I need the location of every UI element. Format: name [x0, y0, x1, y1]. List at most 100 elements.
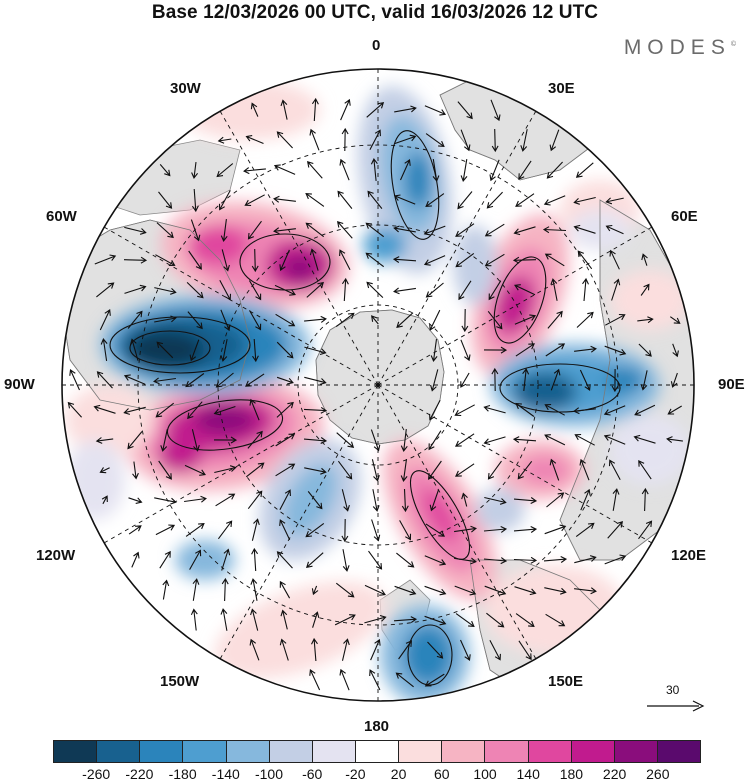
wind-vector — [611, 368, 619, 393]
wind-vector — [159, 550, 171, 569]
wind-vector — [638, 520, 653, 540]
wind-vector — [123, 256, 148, 264]
wind-vector — [279, 489, 291, 511]
wind-vector — [545, 343, 566, 357]
wind-vector — [424, 585, 447, 596]
wind-vector — [309, 128, 320, 151]
map-boundary — [61, 68, 695, 702]
wind-vector — [93, 404, 116, 414]
wind-vector — [311, 637, 318, 662]
wind-vector — [370, 158, 378, 181]
wind-vector — [400, 429, 408, 452]
wind-vector — [424, 555, 447, 566]
wind-vector — [311, 585, 319, 596]
wind-vector — [335, 582, 355, 598]
wind-vector — [640, 370, 648, 391]
wind-vector — [580, 488, 591, 511]
wind-vector — [306, 552, 324, 569]
wind-vector — [372, 489, 380, 512]
colorbar-segment — [399, 741, 443, 762]
label-30w: 30W — [170, 80, 201, 97]
wind-vector — [303, 437, 328, 444]
wind-vector — [311, 97, 319, 122]
wind-vector — [546, 492, 565, 508]
wind-vector — [280, 609, 288, 630]
wind-vector — [392, 256, 417, 263]
wind-vector — [306, 161, 323, 179]
wind-vector — [159, 164, 171, 177]
wind-vector — [101, 495, 108, 505]
wind-vector — [514, 314, 537, 325]
wind-vector — [370, 638, 381, 661]
wind-vector — [607, 521, 624, 539]
wind-vector — [483, 346, 508, 354]
wind-vector — [184, 464, 206, 476]
wind-vector — [424, 105, 447, 116]
graticule — [62, 69, 694, 701]
arrow-right-icon — [647, 700, 705, 712]
wind-vector — [638, 460, 652, 480]
wind-vector — [549, 129, 560, 152]
wind-vector — [245, 373, 265, 387]
wind-vector — [460, 339, 471, 362]
wind-vector — [425, 523, 445, 537]
wind-vector — [513, 226, 536, 236]
wind-vector — [156, 222, 174, 239]
wind-vector — [215, 372, 234, 388]
wind-vector — [127, 431, 143, 450]
wind-vector — [488, 280, 502, 301]
wind-vector — [99, 309, 111, 331]
wind-vector — [667, 405, 682, 415]
wind-vector — [366, 101, 385, 118]
wind-vector — [512, 436, 537, 443]
wind-vector — [543, 556, 568, 563]
wind-vector — [273, 164, 296, 175]
wind-vector — [249, 398, 260, 421]
wind-vector — [543, 195, 566, 206]
wind-vector — [455, 463, 475, 477]
colorbar-segment — [528, 741, 572, 762]
wind-vector — [544, 434, 566, 446]
wind-vector — [460, 159, 468, 182]
wind-vector — [303, 406, 328, 414]
wind-vector — [189, 549, 202, 570]
wind-vector — [604, 554, 627, 565]
wind-vector — [279, 519, 291, 541]
wind-vector — [430, 339, 438, 362]
wind-vector — [633, 434, 656, 444]
wind-vector — [214, 465, 237, 474]
wind-vector — [605, 224, 624, 235]
wind-vector — [483, 436, 506, 446]
pole-marker — [376, 383, 380, 387]
wind-vector — [550, 368, 561, 391]
wind-vector — [273, 195, 296, 203]
wind-vector — [484, 496, 507, 505]
wind-vector — [341, 518, 349, 543]
wind-vector — [515, 613, 535, 628]
wind-vector — [574, 587, 597, 595]
wind-vector — [96, 371, 113, 389]
wind-vector — [186, 282, 204, 299]
wind-vector — [334, 614, 356, 626]
wind-vector — [305, 222, 325, 238]
positive-anomaly-southeast — [485, 565, 625, 655]
wind-vector — [522, 368, 530, 391]
label-30e: 30E — [548, 80, 575, 97]
wind-vector — [460, 129, 471, 152]
wind-vector — [672, 343, 679, 358]
wind-vector — [641, 253, 648, 266]
wind-vector — [455, 252, 475, 268]
wind-vector — [579, 458, 590, 481]
wind-vector — [249, 310, 262, 331]
wind-vector — [123, 406, 146, 415]
wind-vector — [127, 310, 143, 329]
wind-vector — [454, 585, 477, 596]
wind-vector — [393, 616, 418, 624]
brand-logo: MODES© — [624, 36, 736, 60]
wind-vector — [128, 497, 143, 504]
colorbar-segment — [485, 741, 529, 762]
wind-vector — [461, 492, 468, 507]
wind-vector — [603, 405, 626, 416]
wind-vector — [396, 552, 415, 568]
wind-vector — [457, 191, 473, 210]
